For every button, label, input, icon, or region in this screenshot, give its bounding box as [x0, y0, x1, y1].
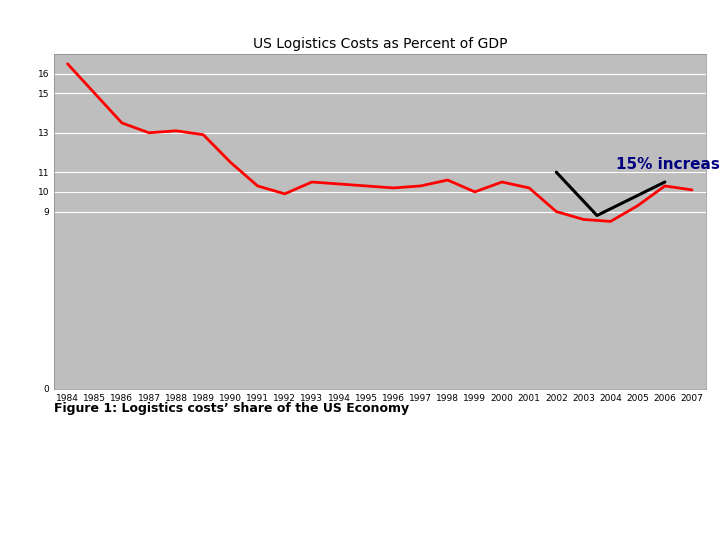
Title: US Logistics Costs as Percent of GDP: US Logistics Costs as Percent of GDP [253, 37, 507, 51]
Text: 15% increase: 15% increase [616, 157, 720, 172]
Text: Figure 1: Logistics costs’ share of the US Economy: Figure 1: Logistics costs’ share of the … [54, 402, 409, 415]
Text: Initial gains from deregulation (restructuring of networks), stalling in the mid: Initial gains from deregulation (restruc… [18, 428, 527, 478]
